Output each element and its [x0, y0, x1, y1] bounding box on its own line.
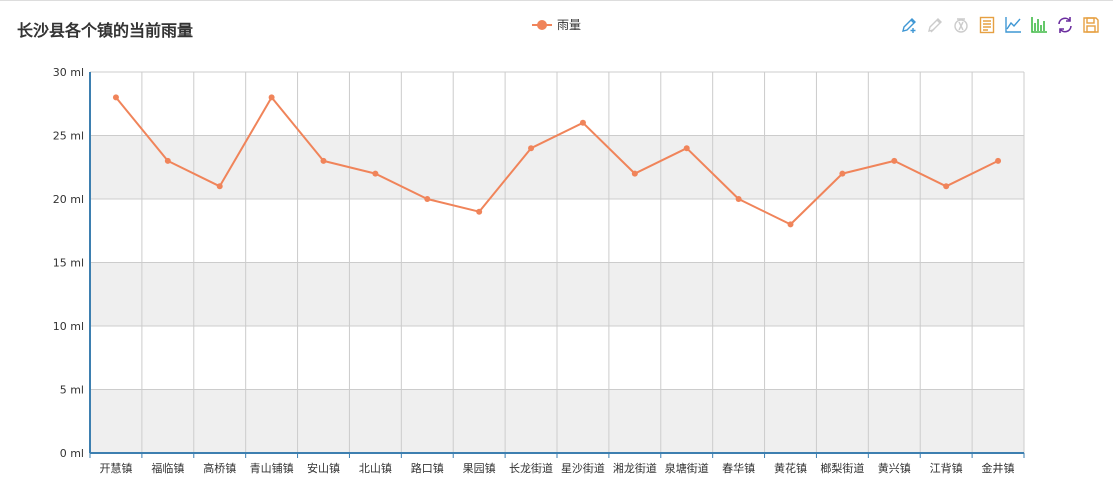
top-border [0, 0, 1113, 1]
data-point [735, 196, 742, 202]
y-tick-label: 5 ml [60, 384, 84, 397]
save-image-icon [1083, 17, 1099, 33]
x-tick-label: 榔梨街道 [820, 461, 864, 475]
data-point [476, 208, 483, 215]
data-point [631, 170, 638, 177]
data-point [943, 183, 950, 190]
data-point [112, 94, 119, 101]
x-tick-label: 长龙街道 [509, 461, 553, 475]
data-point [839, 170, 846, 177]
data-point [320, 157, 327, 164]
y-tick-label: 20 ml [53, 193, 84, 206]
data-point [787, 221, 794, 228]
y-tick-label: 15 ml [53, 257, 84, 270]
data-point [424, 196, 431, 202]
x-tick-label: 星沙街道 [561, 461, 605, 475]
legend-dot [537, 19, 547, 30]
y-tick-label: 25 ml [53, 130, 84, 143]
x-tick-label: 金井镇 [982, 461, 1015, 475]
data-point [683, 145, 690, 152]
restore-icon [1058, 17, 1072, 33]
mark-clear-icon [954, 18, 968, 33]
legend[interactable]: 雨量 [532, 16, 581, 33]
x-tick-label: 湘龙街道 [613, 461, 657, 475]
x-tick-label: 高桥镇 [203, 461, 236, 475]
bar-chart-button[interactable] [1029, 15, 1049, 35]
legend-label: 雨量 [557, 18, 582, 32]
x-tick-label: 黄兴镇 [878, 461, 911, 475]
y-tick-label: 0 ml [60, 447, 84, 460]
mark-undo-icon [928, 18, 942, 33]
y-tick-label: 30 ml [53, 66, 84, 79]
data-point [528, 145, 535, 152]
data-point [216, 183, 223, 190]
line-chart-button[interactable] [1003, 15, 1023, 35]
mark-undo-button[interactable] [925, 15, 945, 35]
y-tick-label: 10 ml [53, 320, 84, 333]
series-line [115, 96, 999, 226]
x-tick-label: 泉塘街道 [665, 461, 709, 475]
data-point [268, 94, 275, 101]
x-tick-label: 北山镇 [359, 461, 392, 475]
mark-clear-button[interactable] [951, 15, 971, 35]
x-tick-label: 安山镇 [307, 461, 340, 475]
x-tick-label: 江背镇 [930, 461, 963, 475]
x-tick-label: 黄花镇 [774, 461, 807, 475]
legend-line-dot-icon [532, 18, 552, 32]
save-image-button[interactable] [1081, 15, 1101, 35]
toolbox [899, 15, 1107, 35]
data-point [995, 157, 1002, 164]
x-tick-label: 果园镇 [463, 461, 496, 475]
line-chart-icon [1005, 17, 1021, 33]
data-point [164, 157, 171, 164]
x-tick-label: 开慧镇 [99, 461, 132, 475]
x-tick-label: 福临镇 [151, 461, 184, 475]
data-point [579, 119, 586, 126]
bar-chart-icon [1031, 17, 1047, 33]
data-view-icon [979, 16, 995, 34]
data-point [891, 157, 898, 164]
x-tick-label: 路口镇 [411, 461, 444, 475]
mark-button[interactable] [899, 15, 919, 35]
data-point [372, 170, 379, 177]
mark-icon [902, 18, 916, 33]
data-view-button[interactable] [977, 15, 997, 35]
x-tick-label: 青山铺镇 [250, 461, 294, 475]
x-tick-label: 春华镇 [722, 461, 755, 475]
restore-button[interactable] [1055, 15, 1075, 35]
chart-title: 长沙县各个镇的当前雨量 [17, 21, 194, 40]
